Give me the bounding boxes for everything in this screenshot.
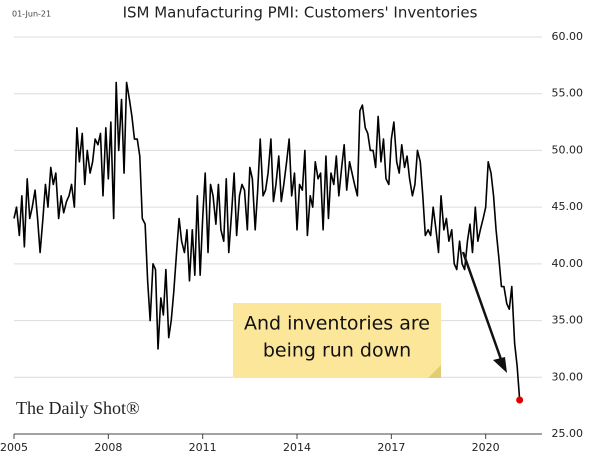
note-box — [233, 303, 441, 378]
x-tick-label: 2020 — [472, 441, 500, 454]
arrow — [461, 251, 505, 366]
y-tick-label: 25.00 — [552, 427, 584, 440]
y-tick-label: 55.00 — [552, 87, 584, 100]
note-fold — [428, 365, 441, 378]
y-tick-label: 40.00 — [552, 257, 584, 270]
source-logo: The Daily Shot® — [16, 398, 140, 418]
y-tick-label: 45.00 — [552, 200, 584, 213]
y-tick-label: 35.00 — [552, 314, 584, 327]
y-tick-label: 50.00 — [552, 143, 584, 156]
annotation: being run down — [263, 340, 411, 362]
annotation: And inventories are — [244, 313, 430, 335]
arrow-head — [493, 357, 507, 373]
chart-title: ISM Manufacturing PMI: Customers' Invent… — [123, 4, 478, 22]
y-tick-label: 60.00 — [552, 30, 584, 43]
x-tick-label: 2008 — [94, 441, 122, 454]
plot: 25.00 30.00 35.00 40.00 45.00 50.00 55.00 60.00… — [0, 30, 583, 454]
last-point — [516, 396, 524, 404]
date-label: 01-Jun-21 — [12, 10, 51, 19]
x-tick-label: 2011 — [189, 441, 217, 454]
x-tick-label: 2014 — [283, 441, 311, 454]
series-line — [13, 81, 521, 401]
x-tick-label: 2017 — [377, 441, 405, 454]
x-tick-label: 2005 — [0, 441, 28, 454]
y-tick-label: 30.00 — [552, 370, 584, 383]
